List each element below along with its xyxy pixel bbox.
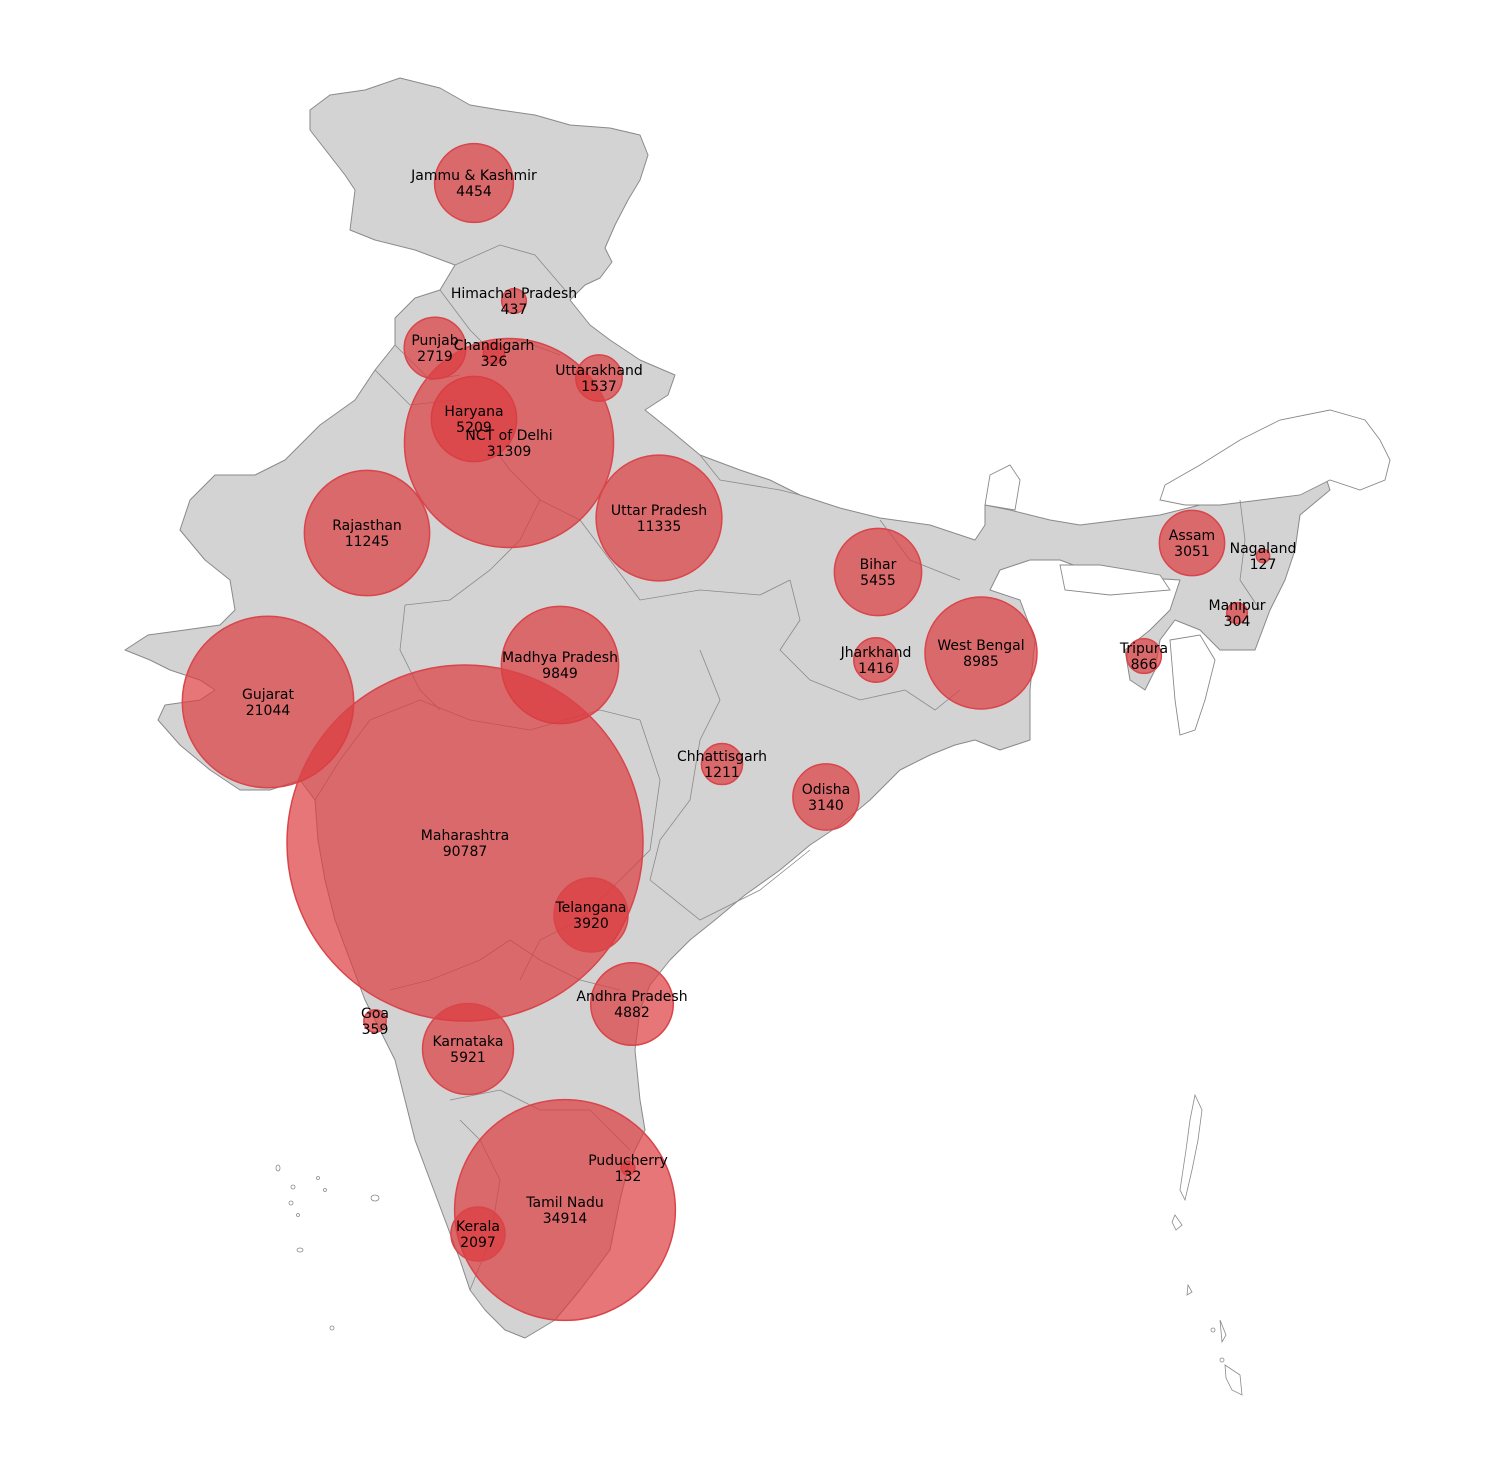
state-name-label: Gujarat xyxy=(242,687,295,703)
state-value-label: 11335 xyxy=(637,519,682,535)
bubble-assam xyxy=(1158,509,1226,577)
state-value-label: 5921 xyxy=(450,1050,486,1066)
state-name-label: Uttarakhand xyxy=(555,363,642,379)
state-value-label: 11245 xyxy=(345,534,390,550)
state-value-label: 127 xyxy=(1250,557,1277,573)
bubble-tamil-nadu xyxy=(453,1098,677,1322)
state-name-label: West Bengal xyxy=(937,638,1024,654)
state-value-label: 1416 xyxy=(858,661,894,677)
arunachal-outline xyxy=(1159,409,1391,506)
state-name-label: Maharashtra xyxy=(421,828,509,844)
state-name-label: Haryana xyxy=(444,404,503,420)
bubble-chhattisgarh xyxy=(700,742,744,786)
state-value-label: 437 xyxy=(501,302,528,318)
bubble-kerala xyxy=(450,1206,506,1262)
bubble-manipur xyxy=(1225,601,1249,625)
state-name-label: Punjab xyxy=(411,333,458,349)
bubble-nct-of-delhi xyxy=(403,337,615,549)
bubble-layer xyxy=(181,142,1271,1322)
state-value-label: 132 xyxy=(615,1169,642,1185)
state-value-label: 3051 xyxy=(1174,544,1210,560)
bubble-nagaland xyxy=(1255,548,1271,564)
meghalaya-outline xyxy=(1059,564,1171,596)
bubble-odisha xyxy=(792,763,860,831)
sikkim-outline xyxy=(984,464,1021,511)
andaman-nicobar-islands xyxy=(1171,1093,1243,1396)
state-name-label: NCT of Delhi xyxy=(465,428,552,444)
state-value-label: 8985 xyxy=(963,654,999,670)
state-name-label: Manipur xyxy=(1209,598,1266,614)
state-value-label: 5209 xyxy=(456,420,492,436)
state-value-label: 2719 xyxy=(417,349,453,365)
state-name-label: Jharkhand xyxy=(840,645,912,661)
state-name-label: Kerala xyxy=(456,1219,500,1235)
state-name-label: Chandigarh xyxy=(454,338,535,354)
bubble-tripura xyxy=(1125,637,1163,675)
state-value-label: 359 xyxy=(362,1022,389,1038)
state-name-label: Bihar xyxy=(860,557,897,573)
bubble-andhra-pradesh xyxy=(589,961,675,1047)
state-name-label: Telangana xyxy=(554,900,626,916)
state-name-label: Odisha xyxy=(802,782,851,798)
state-value-label: 9849 xyxy=(542,666,578,682)
state-name-label: Karnataka xyxy=(433,1034,504,1050)
state-name-label: Himachal Pradesh xyxy=(451,286,577,302)
bubble-karnataka xyxy=(421,1002,515,1096)
state-name-label: Madhya Pradesh xyxy=(502,650,618,666)
state-name-label: Andhra Pradesh xyxy=(576,989,687,1005)
state-value-label: 4454 xyxy=(456,184,492,200)
state-value-label: 326 xyxy=(481,354,508,370)
state-value-label: 4882 xyxy=(614,1005,650,1021)
bubble-uttar-pradesh xyxy=(595,454,723,582)
state-name-label: Chhattisgarh xyxy=(677,749,767,765)
state-value-label: 21044 xyxy=(246,703,291,719)
state-value-label: 304 xyxy=(1224,614,1251,630)
lakshadweep-islands xyxy=(275,1164,380,1331)
state-value-label: 866 xyxy=(1131,657,1158,673)
bubble-himachal-pradesh xyxy=(500,287,528,315)
bubble-gujarat xyxy=(181,615,355,789)
state-value-label: 2097 xyxy=(460,1235,496,1251)
state-name-label: Goa xyxy=(361,1006,389,1022)
state-value-label: 1537 xyxy=(581,379,617,395)
state-value-label: 3140 xyxy=(808,798,844,814)
state-value-label: 3920 xyxy=(573,916,609,932)
state-value-label: 31309 xyxy=(487,444,532,460)
state-name-label: Rajasthan xyxy=(332,518,402,534)
bubble-goa xyxy=(363,1009,387,1033)
bubble-rajasthan xyxy=(303,469,431,597)
state-name-label: Uttar Pradesh xyxy=(611,503,707,519)
state-name-label: Tripura xyxy=(1119,641,1168,657)
mizoram-outline xyxy=(1169,634,1216,736)
state-value-label: 5455 xyxy=(860,573,896,589)
bubble-jammu-and-kashmir xyxy=(433,142,515,224)
bubble-bihar xyxy=(833,527,923,617)
state-value-label: 90787 xyxy=(443,844,488,860)
state-name-label: Assam xyxy=(1169,528,1215,544)
state-name-label: Puducherry xyxy=(588,1153,668,1169)
state-name-label: Nagaland xyxy=(1230,541,1297,557)
state-name-label: Tamil Nadu xyxy=(525,1195,604,1211)
bubble-west-bengal xyxy=(924,596,1038,710)
state-name-label: Jammu & Kashmir xyxy=(410,168,537,184)
state-value-label: 34914 xyxy=(543,1211,588,1227)
state-value-label: 1211 xyxy=(704,765,740,781)
bubble-jharkhand xyxy=(853,637,899,683)
bubble-telangana xyxy=(553,877,629,953)
